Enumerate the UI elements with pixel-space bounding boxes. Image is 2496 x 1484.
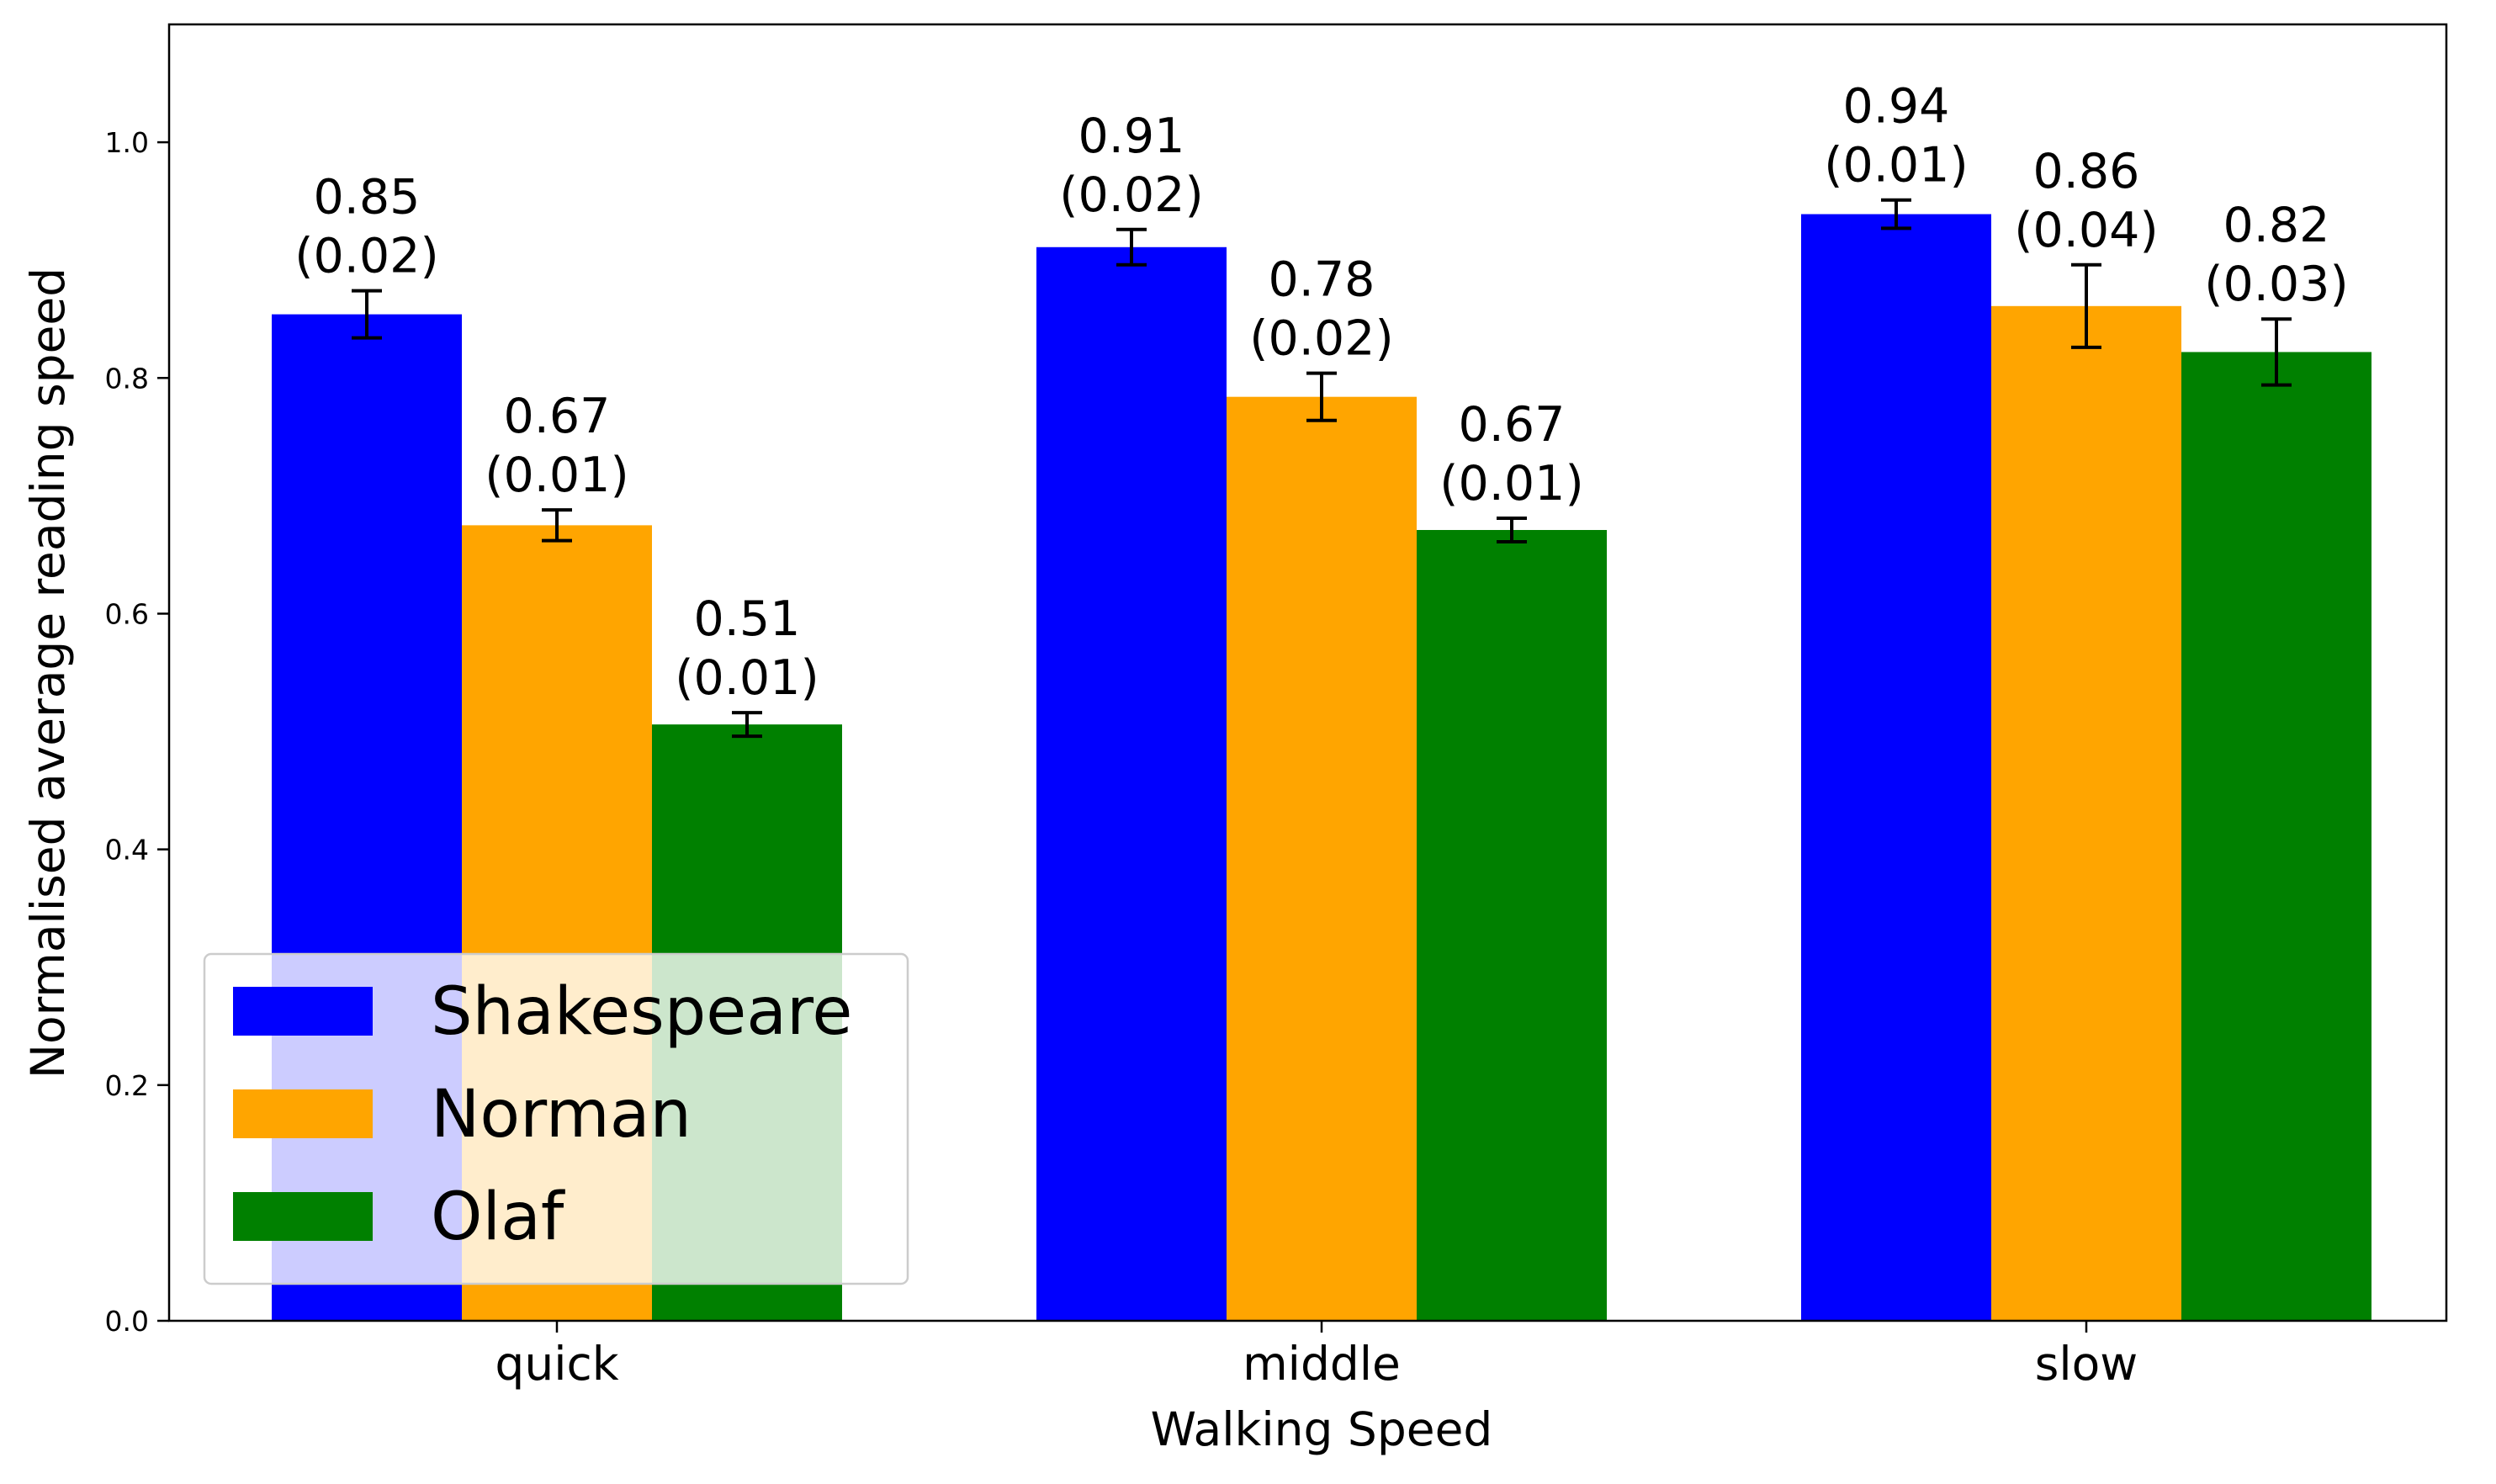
bar-norman-slow (1991, 305, 2181, 1321)
value-label-shakespeare-middle: 0.91 (0.02) (1059, 109, 1203, 223)
error-bar-shakespeare-middle (1116, 227, 1147, 267)
x-tick-label-slow: slow (2035, 1337, 2138, 1391)
bars-layer (272, 214, 2371, 1322)
error-bar-olaf-quick (732, 711, 762, 739)
error-bars-layer (352, 198, 2292, 739)
value-label-shakespeare-quick: 0.85 (0.02) (294, 170, 438, 284)
error-bar-norman-slow (2071, 262, 2101, 349)
legend-label-olaf: Olaf (431, 1179, 565, 1255)
y-axis: 0.0 0.2 0.4 0.6 0.8 1.0 (105, 126, 169, 1338)
legend: Shakespeare Norman Olaf (203, 952, 909, 1285)
y-tick-label: 1.0 (105, 126, 149, 159)
error-bar-norman-quick (542, 508, 572, 543)
plot-area-frame (167, 23, 2448, 1322)
y-tick-label: 0.2 (105, 1069, 149, 1102)
x-tick-label-middle: middle (1243, 1337, 1401, 1391)
value-label-olaf-middle: 0.67 (0.01) (1439, 397, 1583, 511)
bar-shakespeare-slow (1801, 214, 1991, 1321)
legend-box (203, 952, 909, 1285)
error-bar-shakespeare-slow (1881, 198, 1911, 231)
error-bar-olaf-middle (1497, 516, 1527, 543)
bar-norman-middle (1227, 396, 1417, 1322)
legend-swatch-olaf (233, 1192, 373, 1241)
error-bar-olaf-slow (2261, 317, 2292, 387)
y-tick-label: 0.6 (105, 597, 149, 630)
x-axis-label: Walking Speed (1151, 1402, 1493, 1456)
error-bar-norman-middle (1306, 371, 1337, 422)
error-bar-shakespeare-quick (352, 289, 382, 340)
value-label-olaf-quick: 0.51 (0.01) (675, 591, 819, 706)
bar-olaf-middle (1417, 529, 1607, 1321)
y-axis-label: Normalised average reading speed (21, 268, 75, 1079)
legend-swatch-norman (233, 1089, 373, 1138)
value-label-norman-quick: 0.67 (0.01) (485, 389, 628, 503)
legend-swatch-shakespeare (233, 987, 373, 1036)
value-label-norman-middle: 0.78 (0.02) (1249, 252, 1393, 367)
x-axis: quick middle slow (495, 1321, 2138, 1391)
value-label-olaf-slow: 0.82 (0.03) (2204, 198, 2348, 312)
y-tick-label: 0.8 (105, 362, 149, 395)
value-label-shakespeare-slow: 0.94 (0.01) (1824, 79, 1968, 193)
bar-olaf-slow (2181, 352, 2371, 1321)
y-tick-label: 0.4 (105, 834, 149, 867)
y-tick-label: 0.0 (105, 1305, 149, 1338)
legend-label-shakespeare: Shakespeare (431, 974, 852, 1050)
value-label-norman-slow: 0.86 (0.04) (2014, 144, 2158, 258)
bar-shakespeare-middle (1036, 246, 1227, 1321)
bar-value-labels: 0.85 (0.02) 0.91 (0.02) 0.94 (0.01) 0.67 (0.01)… (294, 79, 2348, 706)
x-tick-label-quick: quick (495, 1337, 618, 1391)
legend-label-norman: Norman (431, 1077, 692, 1153)
